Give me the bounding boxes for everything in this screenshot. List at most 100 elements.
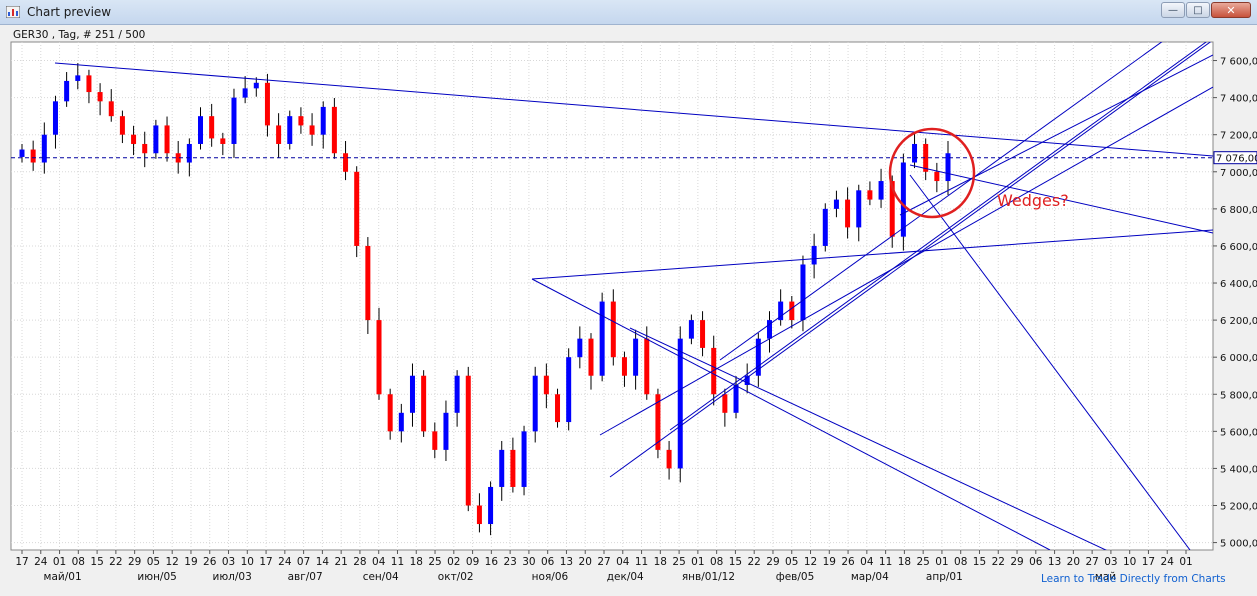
candle-body (86, 75, 92, 93)
candle-body (688, 320, 694, 339)
candle-body (900, 162, 906, 237)
x-day-label: 14 (316, 556, 330, 568)
candle-body (153, 125, 159, 154)
candle-body (242, 88, 248, 98)
candle-body (923, 143, 929, 172)
candle-body (343, 153, 349, 172)
candle-body (97, 92, 103, 102)
candle-body (41, 134, 47, 163)
candle-body (164, 125, 170, 154)
trendline (629, 327, 1108, 550)
x-day-label: 02 (447, 556, 460, 568)
candle-body (633, 338, 639, 376)
x-day-label: 05 (785, 556, 798, 568)
y-tick-label: 6 400,00 (1220, 279, 1257, 290)
candle-body (610, 301, 616, 358)
x-day-label: 12 (166, 556, 179, 568)
candle-body (945, 153, 951, 182)
x-day-label: 20 (579, 556, 592, 568)
candle-body (108, 101, 114, 117)
candle-body (644, 338, 650, 395)
window-title: Chart preview (27, 5, 112, 19)
x-day-label: 13 (1048, 556, 1061, 568)
candle-body (465, 375, 471, 506)
x-month-label: мар/04 (851, 571, 889, 583)
candle-body (186, 143, 192, 163)
x-day-label: 06 (541, 556, 555, 568)
window-titlebar[interactable]: Chart preview — □ ✕ (0, 0, 1257, 25)
maximize-icon: □ (1193, 4, 1203, 16)
x-day-label: 13 (560, 556, 573, 568)
candle-body (309, 125, 315, 135)
x-day-label: 22 (109, 556, 122, 568)
candle-body (30, 149, 36, 163)
trendline (909, 164, 1213, 234)
candle-body (800, 264, 806, 321)
trendline (54, 62, 1213, 157)
trendline (909, 174, 1191, 550)
x-day-label: 08 (954, 556, 967, 568)
maximize-button[interactable]: □ (1186, 2, 1210, 18)
candle-body (354, 171, 360, 246)
candle-body (365, 245, 371, 321)
candle-body (276, 125, 282, 144)
x-day-label: 17 (1142, 556, 1155, 568)
candle-body (722, 394, 728, 413)
candle-body (253, 82, 259, 89)
candle-body (744, 375, 750, 385)
x-day-label: 15 (90, 556, 103, 568)
candle-body (700, 320, 706, 348)
chart-canvas[interactable]: 5 000,00 5 200,00 5 400,00 5 600,00 5 800,00… (0, 25, 1257, 596)
x-month-label: июл/03 (213, 571, 252, 583)
y-tick-label: 5 600,00 (1220, 427, 1257, 438)
candle-body (532, 375, 538, 432)
x-day-label: 06 (1029, 556, 1043, 568)
x-day-label: 15 (729, 556, 742, 568)
x-day-label: 08 (72, 556, 85, 568)
candle-body (789, 301, 795, 321)
x-day-label: 25 (916, 556, 929, 568)
x-day-label: 10 (1123, 556, 1136, 568)
candle-body (733, 384, 739, 413)
x-month-label: окт/02 (438, 571, 474, 583)
x-day-label: 30 (522, 556, 535, 568)
x-day-label: 08 (710, 556, 723, 568)
candle-body (443, 412, 449, 450)
y-tick-label: 5 000,00 (1220, 539, 1257, 550)
x-day-label: 15 (973, 556, 986, 568)
trendline (599, 86, 1213, 436)
x-day-label: 05 (147, 556, 160, 568)
close-button[interactable]: ✕ (1211, 2, 1251, 18)
candle-body (75, 75, 81, 81)
x-day-label: 26 (203, 556, 217, 568)
candle-body (822, 208, 828, 246)
x-day-label: 25 (672, 556, 685, 568)
candle-body (142, 143, 148, 154)
x-day-label: 24 (34, 556, 48, 568)
x-month-label: янв/01/12 (682, 571, 735, 583)
x-day-label: 11 (391, 556, 404, 568)
wedges-annotation: Wedges? (997, 191, 1069, 210)
candle-body (867, 190, 873, 200)
x-month-label: авг/07 (288, 571, 323, 583)
candle-body (521, 431, 527, 487)
learn-to-trade-link[interactable]: Learn to Trade Directly from Charts (1041, 573, 1226, 585)
minimize-button[interactable]: — (1161, 2, 1185, 18)
candle-body (778, 301, 784, 321)
x-day-label: 27 (597, 556, 610, 568)
x-day-label: 21 (334, 556, 347, 568)
candle-body (488, 486, 494, 525)
x-day-label: 18 (654, 556, 667, 568)
candle-body (220, 138, 226, 144)
candle-body (376, 320, 382, 395)
current-price-tag: 7 076,00 (1213, 151, 1257, 165)
x-day-label: 22 (748, 556, 761, 568)
minimize-icon: — (1168, 4, 1178, 16)
candle-body (543, 375, 549, 395)
x-day-label: 04 (372, 556, 386, 568)
x-day-label: 28 (353, 556, 366, 568)
candle-body (64, 80, 70, 102)
candle-body (320, 106, 326, 135)
candle-body (331, 106, 337, 154)
candle-body (119, 116, 125, 135)
